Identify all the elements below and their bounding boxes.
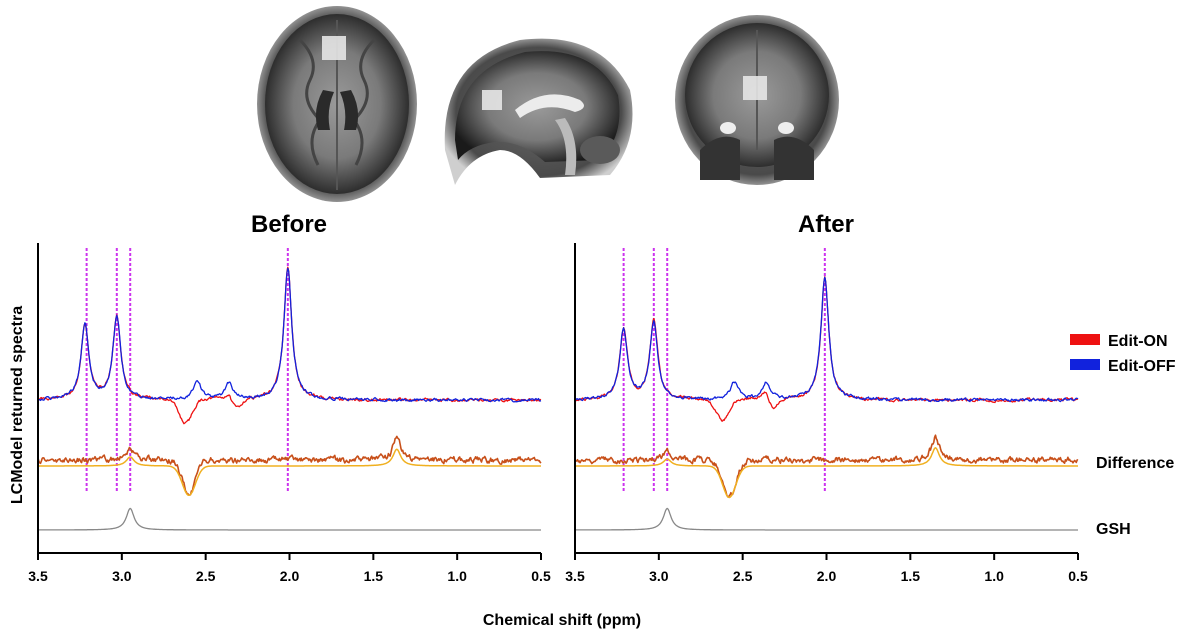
series-line-gsh [38,507,541,531]
series-line-edit-off [574,276,1079,403]
x-tick-label: 1.0 [984,568,1004,584]
x-tick-label: 3.0 [112,568,132,584]
series-line-difference-data [37,435,542,496]
legend-label-edit-off: Edit-OFF [1108,358,1176,375]
x-tick-label: 3.0 [649,568,669,584]
y-axis-label: LCModel returned spectra [9,306,26,504]
panel-title-after: After [798,211,854,238]
trace-label-gsh: GSH [1096,521,1131,538]
legend-label-edit-on: Edit-ON [1108,333,1168,350]
series-line-difference-fit [38,448,541,497]
voxel-marker [743,76,767,100]
x-axis-label: Chemical shift (ppm) [483,612,641,629]
legend: Edit-ON Edit-OFF [1070,333,1176,375]
voxel-marker [482,90,502,110]
panel-before: 3.5 3.0 2.5 2.0 1.5 1.0 0.5 [28,243,551,584]
x-tick-label: 1.0 [447,568,467,584]
panel-after: 3.5 3.0 2.5 2.0 1.5 1.0 0.5 [565,243,1088,584]
mri-axial-image [257,6,417,202]
panel-title-before: Before [251,211,327,238]
legend-swatch-edit-off [1070,359,1100,370]
series-line-edit-off [37,267,542,403]
x-tick-label: 0.5 [1068,568,1088,584]
x-tick-label: 2.5 [196,568,216,584]
x-tick-label: 1.5 [364,568,384,584]
x-tick-label: 2.5 [733,568,753,584]
x-tick-label: 0.5 [531,568,551,584]
x-tick-label: 3.5 [28,568,48,584]
mri-coronal-image [675,15,839,185]
x-tick-label: 2.0 [280,568,300,584]
series-line-difference-fit [575,447,1078,499]
x-tick-label: 2.0 [817,568,837,584]
x-tick-label: 1.5 [901,568,921,584]
series-line-gsh [575,507,1078,531]
legend-swatch-edit-on [1070,334,1100,345]
series-line-difference-data [574,434,1079,498]
trace-label-difference: Difference [1096,455,1174,472]
mri-sagittal-image [444,38,633,186]
voxel-marker [322,36,346,60]
x-tick-label: 3.5 [565,568,585,584]
